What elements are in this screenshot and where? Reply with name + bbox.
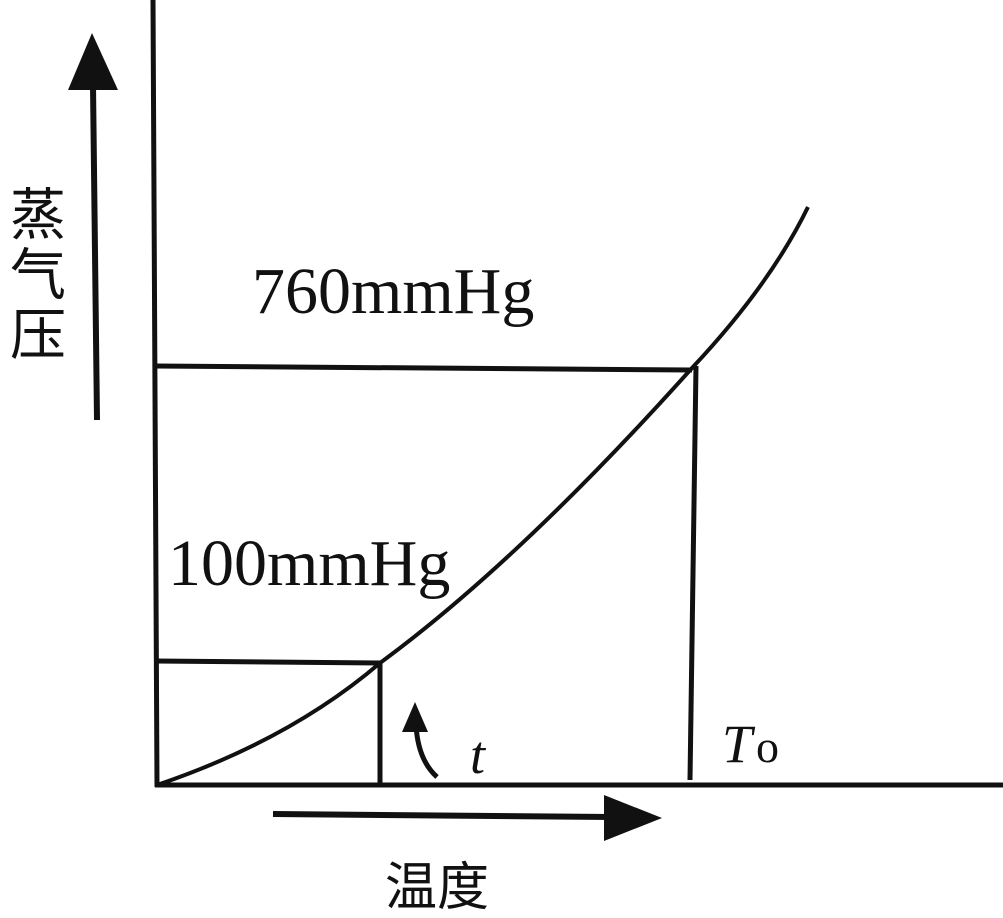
y-axis-line bbox=[150, 0, 160, 788]
temp-high-label: T o bbox=[722, 714, 779, 774]
pressure-100-label: 100mmHg bbox=[168, 527, 450, 600]
pressure-arrow-icon bbox=[68, 33, 118, 421]
guide-100-horizontal bbox=[154, 658, 381, 666]
pressure-760-label: 760mmHg bbox=[252, 255, 534, 328]
small-curved-arrow-icon bbox=[402, 702, 439, 779]
y-axis-label: 蒸气压 bbox=[1, 185, 66, 365]
vapor-pressure-curve bbox=[156, 206, 810, 787]
guide-760-vertical bbox=[687, 365, 699, 781]
guide-760-horizontal bbox=[154, 363, 693, 373]
temp-low-label: t bbox=[470, 725, 487, 785]
temp-high-label-sub: o bbox=[756, 721, 779, 772]
x-axis-label: 温度 bbox=[385, 858, 489, 918]
temperature-arrow-icon bbox=[272, 795, 662, 841]
temp-high-label-main: T bbox=[722, 714, 756, 774]
